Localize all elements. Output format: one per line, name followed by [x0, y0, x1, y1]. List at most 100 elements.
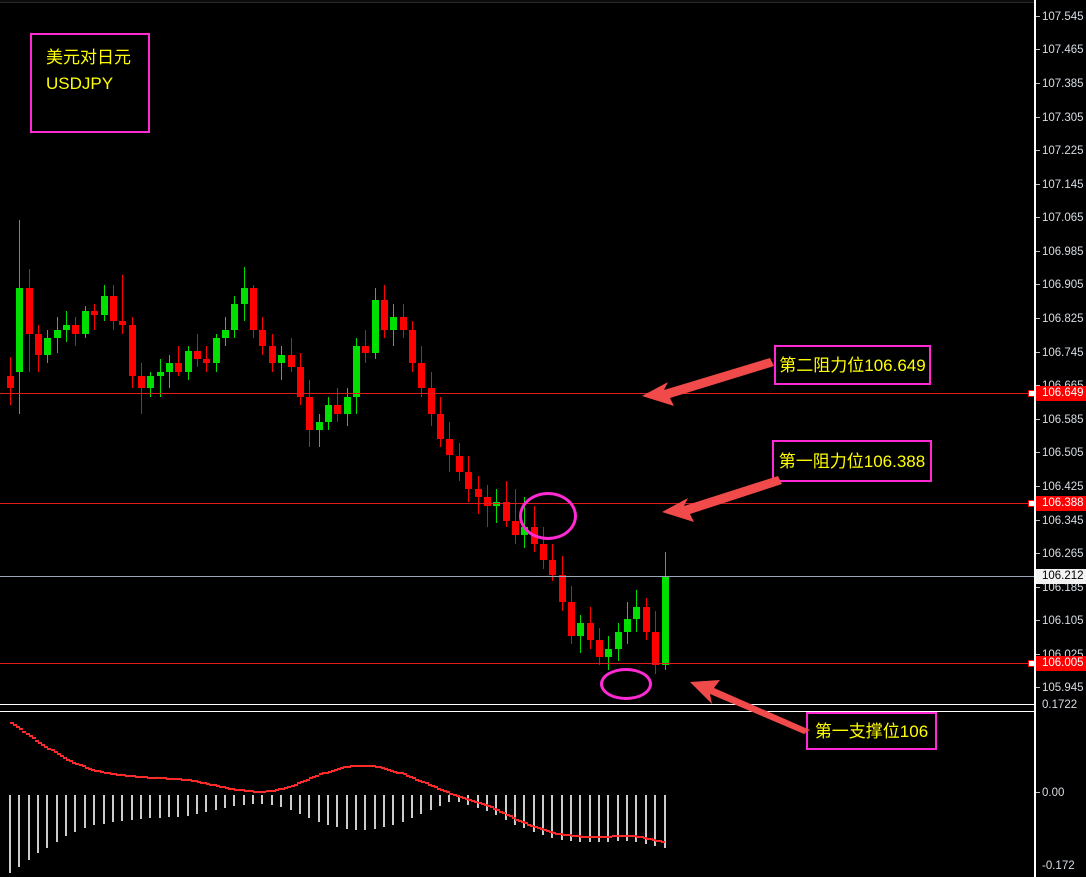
indicator-histogram-bar — [513, 794, 516, 825]
indicator-histogram-bar — [439, 794, 442, 807]
indicator-signal-segment — [658, 840, 662, 842]
indicator-signal-segment — [390, 770, 394, 772]
price-tag[interactable]: 106.005 — [1036, 656, 1086, 671]
indicator-signal-segment — [172, 778, 176, 780]
axis-tick: 107.065 — [1036, 211, 1086, 225]
annotation-resistance-2: 第二阻力位106.649 — [774, 345, 931, 385]
indicator-signal-segment — [135, 776, 139, 778]
indicator-signal-segment — [434, 786, 438, 788]
indicator-signal-segment — [568, 834, 572, 836]
indicator-histogram-bar — [616, 794, 619, 841]
indicator-signal-segment — [322, 772, 326, 774]
indicator-signal-segment — [509, 815, 513, 817]
axis-tick: 106.745 — [1036, 346, 1086, 360]
indicator-histogram-bar — [18, 794, 21, 867]
indicator-signal-segment — [412, 777, 416, 779]
indicator-histogram-bar — [55, 794, 58, 842]
highlight-ellipse-support — [600, 668, 652, 700]
indicator-histogram-bar — [532, 794, 535, 833]
indicator-signal-segment — [409, 776, 413, 778]
indicator-signal-segment — [38, 742, 42, 744]
indicator-signal-segment — [29, 735, 33, 737]
indicator-histogram-bar — [298, 794, 301, 814]
indicator-signal-segment — [559, 833, 563, 835]
indicator-signal-segment — [636, 836, 640, 838]
indicator-signal-segment — [502, 812, 506, 814]
indicator-histogram-bar — [130, 794, 133, 820]
indicator-signal-segment — [618, 835, 622, 837]
indicator-signal-segment — [94, 770, 98, 772]
indicator-signal-segment — [256, 791, 260, 793]
indicator-signal-segment — [587, 836, 591, 838]
indicator-signal-segment — [160, 777, 164, 779]
indicator-signal-segment — [241, 789, 245, 791]
indicator-signal-segment — [206, 783, 210, 785]
indicator-signal-segment — [57, 753, 61, 755]
indicator-histogram-bar — [83, 794, 86, 829]
indicator-histogram-bar — [214, 794, 217, 811]
indicator-signal-segment — [203, 782, 207, 784]
indicator-signal-segment — [250, 790, 254, 792]
price-axis[interactable]: 107.545 107.465 107.385 107.305 107.225 107.1… — [1034, 0, 1086, 877]
indicator-histogram-bar — [523, 794, 526, 829]
indicator-signal-segment — [612, 835, 616, 837]
indicator-signal-segment — [446, 791, 450, 793]
arrow-to-resistance-2 — [642, 358, 774, 406]
indicator-histogram-bar — [644, 794, 647, 844]
indicator-signal-segment — [353, 765, 357, 767]
indicator-signal-segment — [44, 746, 48, 748]
indicator-signal-segment — [259, 791, 263, 793]
indicator-signal-segment — [191, 780, 195, 782]
indicator-signal-segment — [312, 776, 316, 778]
indicator-signal-segment — [515, 819, 519, 821]
indicator-signal-segment — [291, 785, 295, 787]
indicator-axis-tick: 0.1722 — [1042, 699, 1078, 712]
indicator-histogram-bar — [37, 794, 40, 854]
indicator-signal-segment — [381, 767, 385, 769]
price-tag[interactable]: 106.212 — [1036, 569, 1086, 584]
indicator-histogram-bar — [654, 794, 657, 846]
indicator-signal-segment — [449, 793, 453, 795]
indicator-signal-segment — [85, 767, 89, 769]
axis-tick: 107.145 — [1036, 178, 1086, 192]
indicator-signal-segment — [60, 755, 64, 757]
indicator-signal-segment — [10, 722, 14, 724]
indicator-signal-segment — [32, 737, 36, 739]
indicator-signal-segment — [72, 762, 76, 764]
indicator-signal-segment — [350, 765, 354, 767]
indicator-signal-segment — [487, 805, 491, 807]
indicator-signal-segment — [499, 811, 503, 813]
indicator-signal-segment — [150, 777, 154, 779]
indicator-signal-segment — [583, 836, 587, 838]
indicator-signal-segment — [453, 794, 457, 796]
indicator-signal-segment — [580, 836, 584, 838]
axis-tick: 106.425 — [1036, 480, 1086, 494]
indicator-signal-segment — [284, 787, 288, 789]
indicator-signal-segment — [166, 778, 170, 780]
axis-tick: 106.105 — [1036, 614, 1086, 628]
indicator-signal-segment — [147, 777, 151, 779]
indicator-signal-segment — [181, 779, 185, 781]
indicator-signal-segment — [175, 778, 179, 780]
indicator-signal-segment — [571, 835, 575, 837]
indicator-signal-segment — [209, 784, 213, 786]
indicator-signal-segment — [197, 781, 201, 783]
indicator-signal-segment — [481, 803, 485, 805]
indicator-signal-segment — [222, 786, 226, 788]
price-tag[interactable]: 106.388 — [1036, 496, 1086, 511]
price-tag[interactable]: 106.649 — [1036, 386, 1086, 401]
indicator-signal-segment — [387, 769, 391, 771]
axis-tick: 106.345 — [1036, 514, 1086, 528]
indicator-signal-segment — [169, 778, 173, 780]
indicator-signal-segment — [633, 835, 637, 837]
indicator-signal-segment — [459, 796, 463, 798]
indicator-signal-segment — [35, 740, 39, 742]
pane-separator — [0, 704, 1086, 705]
indicator-histogram-bar — [485, 794, 488, 812]
indicator-histogram-bar — [373, 794, 376, 830]
indicator-signal-segment — [490, 806, 494, 808]
indicator-signal-segment — [178, 778, 182, 780]
indicator-signal-segment — [593, 836, 597, 838]
price-level-line — [0, 393, 1034, 394]
indicator-histogram-bar — [663, 794, 666, 848]
